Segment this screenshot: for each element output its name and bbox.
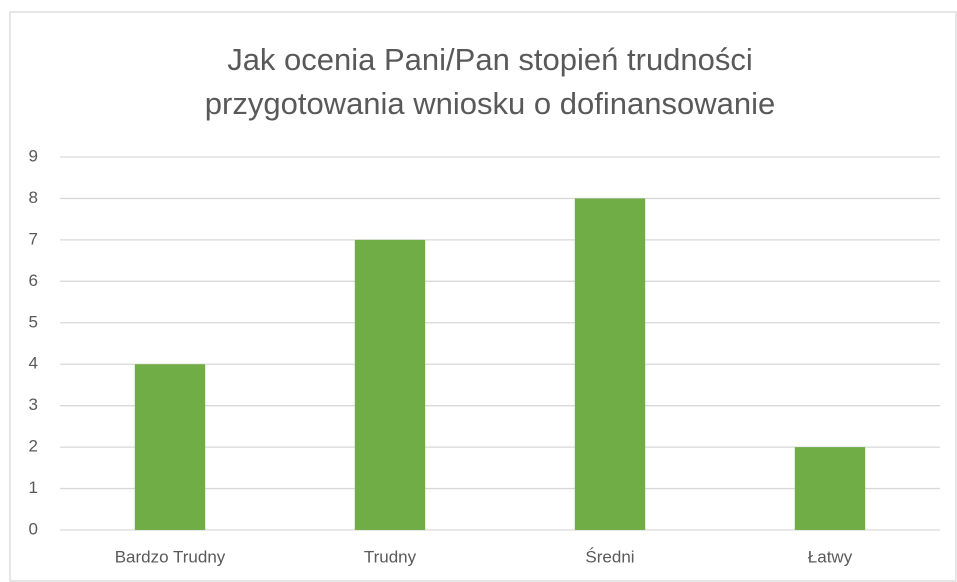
y-tick-label: 5 (29, 312, 38, 331)
y-tick-label: 2 (29, 437, 38, 456)
y-tick-label: 4 (29, 354, 38, 373)
y-tick-label: 0 (29, 519, 38, 538)
y-tick-label: 7 (29, 229, 38, 248)
chart-title: Jak ocenia Pani/Pan stopień trudności (227, 42, 753, 77)
y-tick-label: 1 (29, 478, 38, 497)
x-tick-label: Łatwy (808, 547, 853, 566)
chart-title: przygotowania wniosku o dofinansowanie (205, 86, 775, 121)
y-tick-label: 8 (29, 188, 38, 207)
x-tick-label: Trudny (364, 547, 417, 566)
bar (794, 447, 866, 530)
y-tick-label: 6 (29, 271, 38, 290)
y-tick-label: 3 (29, 395, 38, 414)
y-tick-label: 9 (29, 146, 38, 165)
bar (574, 198, 646, 530)
bar (354, 239, 426, 530)
bar (134, 364, 206, 530)
x-tick-label: Bardzo Trudny (115, 547, 226, 566)
x-tick-label: Średni (585, 547, 634, 566)
